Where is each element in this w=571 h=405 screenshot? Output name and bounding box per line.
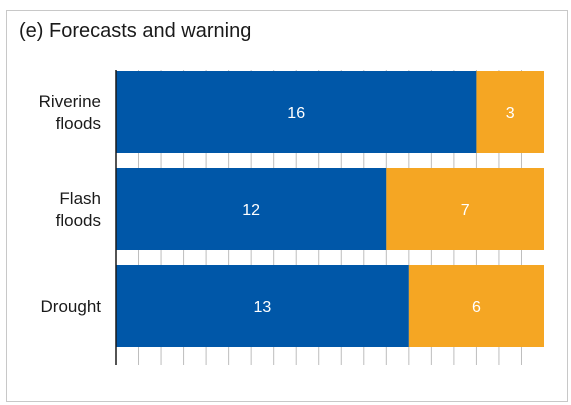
data-label: 13 xyxy=(254,299,272,316)
bar-segment xyxy=(116,168,387,250)
data-label: 6 xyxy=(472,299,481,316)
data-label: 3 xyxy=(506,105,515,122)
category-label: floods xyxy=(56,114,101,133)
data-label: 16 xyxy=(287,105,305,122)
bar-segment xyxy=(408,265,544,347)
bar-segment xyxy=(476,71,544,153)
category-label: Riverine xyxy=(39,92,101,111)
data-label: 12 xyxy=(242,202,260,219)
chart-title: (e) Forecasts and warning xyxy=(19,20,252,42)
bar-segment xyxy=(116,71,477,153)
data-label: 7 xyxy=(461,202,470,219)
bar-segment xyxy=(386,168,544,250)
category-label: Drought xyxy=(41,297,102,316)
category-label: Flash xyxy=(59,189,101,208)
bar-segment xyxy=(116,265,409,347)
category-label: floods xyxy=(56,211,101,230)
